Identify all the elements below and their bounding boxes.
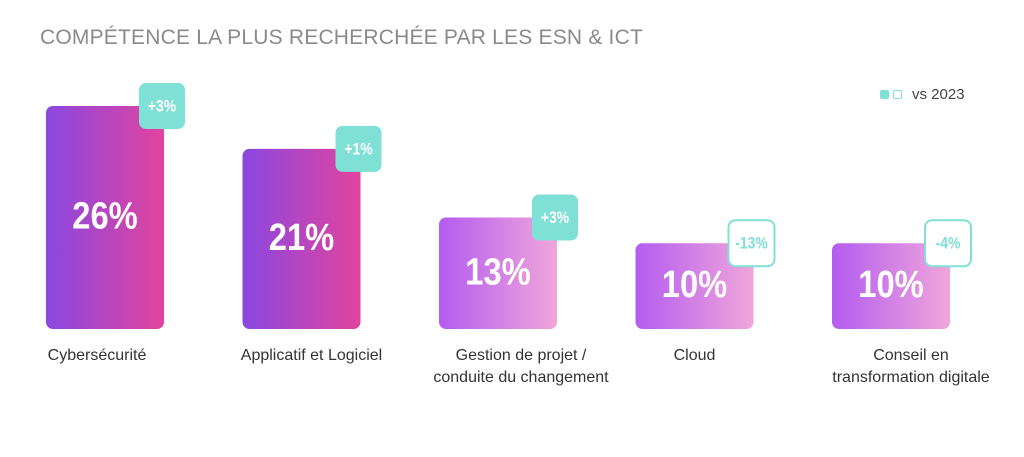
change-label: -4% <box>936 235 961 254</box>
change-label: +1% <box>344 140 372 159</box>
category-label: Cybersécurité <box>48 347 147 364</box>
category-label: Gestion de projet / <box>456 347 587 364</box>
change-label: +3% <box>541 209 569 228</box>
bar-value-label: 10% <box>858 263 923 306</box>
category-label: Cloud <box>674 347 716 364</box>
bar-value-label: 10% <box>662 263 727 306</box>
legend-label: vs 2023 <box>912 86 965 103</box>
bar-value-label: 21% <box>269 216 334 259</box>
bar <box>242 148 361 329</box>
legend-swatch-filled <box>880 90 889 99</box>
change-badge <box>139 83 185 129</box>
bar <box>46 106 164 329</box>
bar <box>635 243 754 329</box>
category-label: Applicatif et Logiciel <box>241 347 382 364</box>
category-label: conduite du changement <box>433 369 609 386</box>
change-badge <box>727 219 776 268</box>
chart-title: COMPÉTENCE LA PLUS RECHERCHÉE PAR LES ES… <box>40 26 643 49</box>
change-badge <box>335 125 382 172</box>
category-label: Conseil en <box>873 347 949 364</box>
change-badge <box>924 219 972 268</box>
category-label: transformation digitale <box>832 369 990 386</box>
legend: vs 2023 <box>880 86 965 103</box>
bar <box>832 243 950 329</box>
bar <box>439 217 557 329</box>
legend-swatch-outline <box>893 90 902 99</box>
change-label: -13% <box>735 235 768 254</box>
change-label: +3% <box>148 97 176 116</box>
bar-value-label: 13% <box>465 250 530 293</box>
bar-value-label: 26% <box>72 194 137 237</box>
change-badge <box>532 194 578 241</box>
